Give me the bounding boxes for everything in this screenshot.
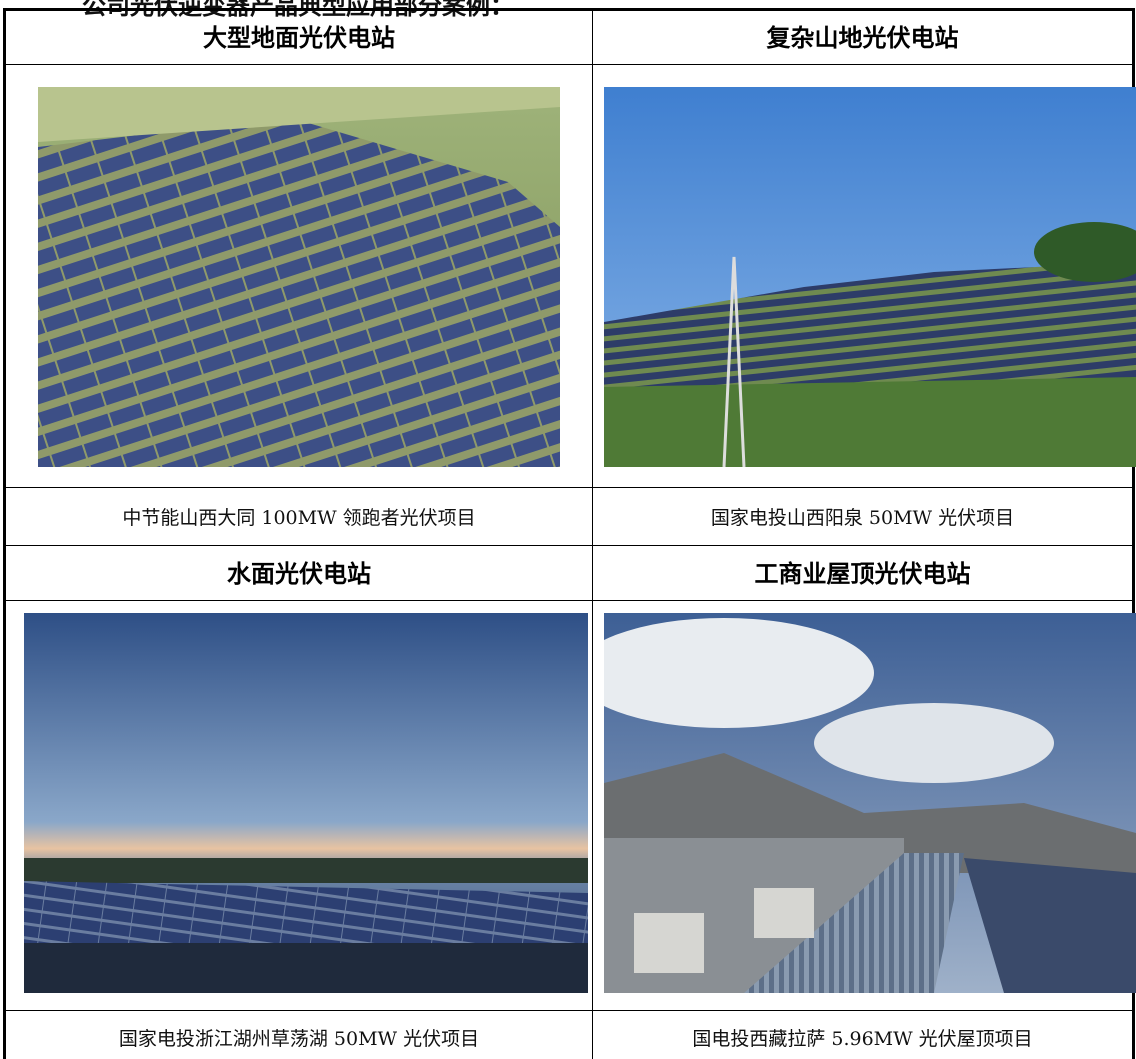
table-border: [3, 600, 1134, 601]
table-border: [3, 8, 6, 1059]
photo: [604, 87, 1136, 467]
cell-caption: 中节能山西大同 100MW 领跑者光伏项目: [122, 507, 476, 529]
table-border: [3, 545, 1134, 546]
photo: [604, 613, 1136, 993]
cell-caption: 国家电投山西阳泉 50MW 光伏项目: [710, 507, 1015, 529]
cell-caption: 国电投西藏拉萨 5.96MW 光伏屋顶项目: [692, 1028, 1033, 1050]
cell-title: 工商业屋顶光伏电站: [754, 560, 971, 588]
cell-title: 复杂山地光伏电站: [766, 24, 959, 52]
table-border: [3, 64, 1134, 65]
table-border: [3, 1010, 1134, 1011]
table-border: [1132, 8, 1135, 1059]
cell-caption: 国家电投浙江湖州草荡湖 50MW 光伏项目: [118, 1028, 480, 1050]
table-border: [592, 8, 593, 1059]
photo: [38, 87, 560, 467]
cell-title: 大型地面光伏电站: [203, 24, 395, 52]
photo: [24, 613, 588, 993]
table-border: [3, 8, 1134, 11]
table-border: [3, 487, 1134, 488]
cell-title: 水面光伏电站: [227, 560, 371, 588]
